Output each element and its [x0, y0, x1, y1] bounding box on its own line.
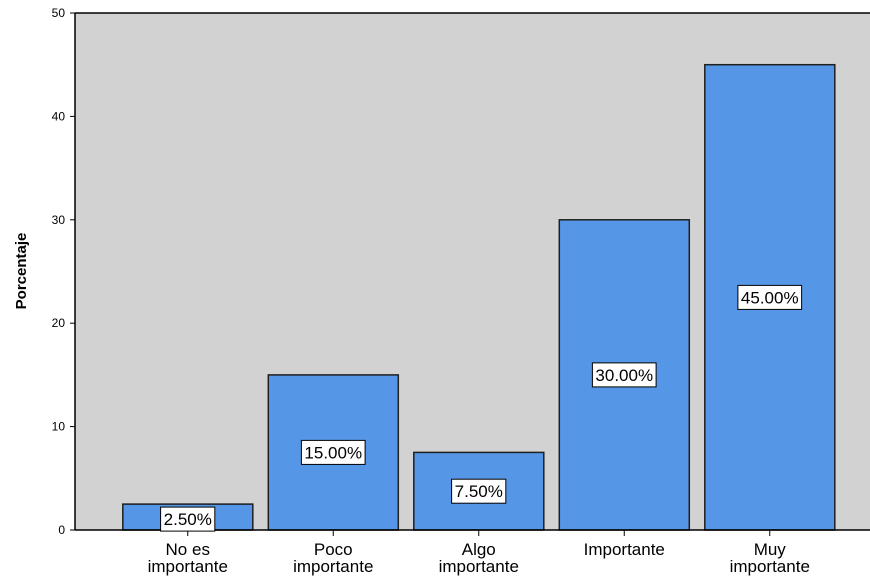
- data-label-box: [737, 284, 803, 310]
- x-category-label: Muy importante: [730, 540, 810, 576]
- data-label-box: [591, 362, 657, 388]
- data-label-box: [300, 439, 366, 465]
- data-label-text: 30.00%: [595, 366, 653, 385]
- data-label-box: [160, 506, 216, 532]
- data-label-text: 45.00%: [741, 288, 799, 307]
- y-tick-label: 10: [52, 420, 66, 434]
- y-tick-label: 0: [58, 523, 65, 537]
- data-label: 7.50%: [451, 478, 507, 504]
- data-label: 30.00%: [591, 362, 657, 388]
- y-axis-title: Porcentaje: [13, 233, 30, 310]
- y-tick-label: 30: [52, 213, 66, 227]
- x-category-label: Importante: [584, 540, 665, 559]
- x-category-labels-group: No es importante Poco importante Algo importa…: [148, 530, 810, 576]
- y-tick-label: 50: [52, 6, 66, 20]
- data-labels-group: 2.50% 15.00% 7.50% 30.00% 45.00%: [160, 284, 803, 532]
- data-label: 45.00%: [737, 284, 803, 310]
- data-label-text: 7.50%: [455, 482, 503, 501]
- y-tick-label: 40: [52, 109, 66, 123]
- data-label-text: 2.50%: [164, 510, 212, 529]
- x-category-label: No es importante: [148, 540, 228, 576]
- data-label: 2.50%: [160, 506, 216, 532]
- y-tick-label: 20: [52, 316, 66, 330]
- x-category-label: Algo importante: [439, 540, 519, 576]
- data-label: 15.00%: [300, 439, 366, 465]
- data-label-box: [451, 478, 507, 504]
- y-ticks-group: 0 10 20 30 40 50: [52, 6, 75, 537]
- data-label-text: 15.00%: [304, 443, 362, 462]
- x-category-label: Poco importante: [293, 540, 373, 576]
